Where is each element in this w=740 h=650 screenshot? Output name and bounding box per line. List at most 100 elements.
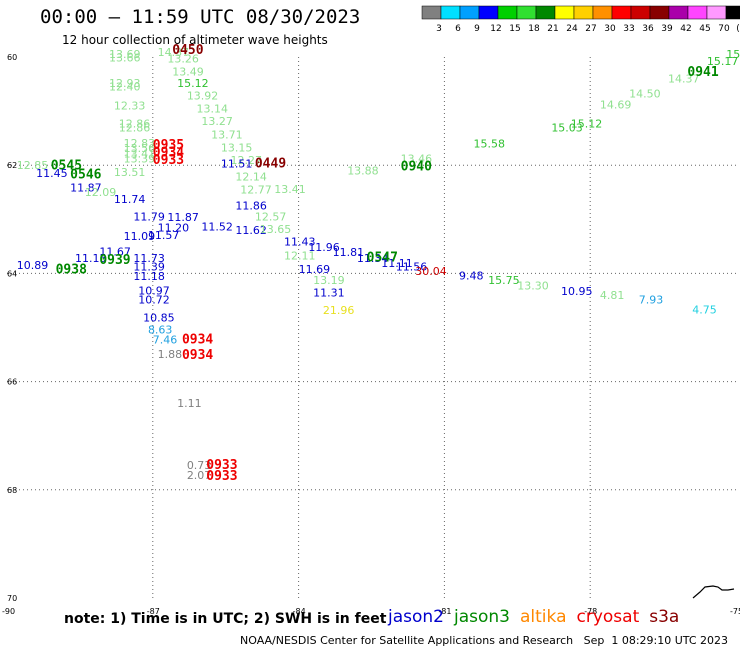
swh-value: 12.11 bbox=[284, 249, 316, 262]
scale-label: 30 bbox=[604, 24, 616, 34]
swh-value: 14.50 bbox=[629, 88, 661, 101]
swh-value: 14.37 bbox=[158, 46, 190, 59]
scale-label: 33 bbox=[623, 24, 634, 34]
pass-time: 0934 bbox=[153, 146, 184, 161]
swh-value: 12.86 bbox=[119, 117, 151, 130]
swh-value: 11.81 bbox=[333, 246, 365, 259]
swh-value: 13.69 bbox=[109, 48, 141, 61]
swh-value: 11.96 bbox=[308, 241, 340, 254]
scale-label: 27 bbox=[585, 24, 596, 34]
scale-label: 21 bbox=[547, 24, 558, 34]
scale-swatch bbox=[554, 5, 575, 20]
swh-value: 10.89 bbox=[17, 259, 49, 272]
swh-value: 2.07 bbox=[187, 469, 212, 482]
pass-time: 0933 bbox=[206, 469, 237, 484]
swh-value: 13.49 bbox=[172, 65, 204, 78]
swh-value: 15.58 bbox=[474, 137, 506, 150]
scale-label: 9 bbox=[474, 24, 480, 34]
longitude-label: -84 bbox=[293, 607, 306, 616]
swh-value: 13.51 bbox=[114, 166, 146, 179]
scale-label: 36 bbox=[642, 24, 654, 34]
swh-value: 13.26 bbox=[167, 52, 199, 65]
swh-value: 30.04 bbox=[415, 265, 447, 278]
pass-time: 0941 bbox=[687, 65, 718, 80]
swh-value: 1.88 bbox=[158, 348, 183, 361]
swh-value: 11.09 bbox=[124, 230, 156, 243]
swh-value: 13.71 bbox=[211, 129, 243, 142]
swh-value: 12.93 bbox=[109, 77, 141, 90]
scale-swatch bbox=[573, 5, 594, 20]
swh-value: 13.27 bbox=[201, 115, 233, 128]
swh-value: 12.77 bbox=[240, 183, 272, 196]
credit-line: NOAA/NESDIS Center for Satellite Applica… bbox=[240, 634, 729, 647]
swh-value: 11.62 bbox=[235, 224, 266, 237]
pass-time: 0940 bbox=[401, 160, 432, 175]
swh-value: 14.69 bbox=[600, 98, 632, 111]
longitude-label: -75 bbox=[730, 607, 740, 616]
latitude-label: 68 bbox=[7, 486, 17, 495]
swh-value: 7.93 bbox=[639, 294, 664, 307]
swh-value: 13.66 bbox=[109, 51, 141, 64]
swh-value: 12.14 bbox=[235, 170, 266, 183]
swh-value: 12.85 bbox=[17, 159, 49, 172]
swh-value: 10.85 bbox=[143, 312, 175, 325]
scale-swatch bbox=[535, 5, 556, 20]
map-title: 00:00 – 11:59 UTC 08/30/2023 bbox=[40, 6, 361, 28]
swh-value: 13.41 bbox=[274, 183, 306, 196]
scale-swatch bbox=[459, 5, 480, 20]
swh-value: 11.15 bbox=[75, 252, 107, 265]
longitude-label: -87 bbox=[147, 607, 160, 616]
swh-value: 13.41 bbox=[124, 148, 156, 161]
swh-value: 4.75 bbox=[692, 303, 717, 316]
swh-value: 11.52 bbox=[201, 221, 233, 234]
swh-value: 15.75 bbox=[488, 274, 520, 287]
scale-swatch bbox=[421, 5, 442, 20]
swh-value: 11.20 bbox=[158, 222, 190, 235]
pass-time: 0934 bbox=[182, 348, 213, 363]
latitude-label: 60 bbox=[7, 53, 17, 62]
swh-value: 11.67 bbox=[99, 246, 131, 259]
scale-swatch bbox=[668, 5, 689, 20]
swh-value: 11.39 bbox=[133, 261, 165, 274]
swh-value: 12.33 bbox=[114, 99, 146, 112]
scale-swatch bbox=[687, 5, 708, 20]
scale-label: 12 bbox=[490, 24, 501, 34]
pass-time: 0546 bbox=[70, 168, 101, 183]
scale-label: 42 bbox=[680, 24, 691, 34]
longitude-label: -81 bbox=[438, 607, 451, 616]
lat-lon-grid: -90 -87 -84 -81 -78 -75 60 62 64 66 68 70 bbox=[2, 53, 740, 616]
swh-value: 11.86 bbox=[235, 200, 266, 213]
swh-value: 11.18 bbox=[133, 270, 165, 283]
swh-value: 15.07 bbox=[726, 48, 740, 61]
scale-label: 45 bbox=[699, 24, 710, 34]
scale-swatch bbox=[706, 5, 727, 20]
satellite-legend-altika: altika bbox=[520, 607, 567, 627]
satellite-legend: jason2 jason3 altika cryosat s3a bbox=[388, 607, 689, 627]
scale-swatch bbox=[497, 5, 518, 20]
pass-time: 0938 bbox=[56, 262, 87, 277]
swh-value: 11.11 bbox=[381, 257, 413, 270]
swh-value: 11.51 bbox=[221, 157, 253, 170]
scale-label: 15 bbox=[509, 24, 520, 34]
scale-swatch bbox=[440, 5, 461, 20]
satellite-legend-jason3: jason3 bbox=[454, 607, 510, 627]
swh-value: 11.34 bbox=[357, 252, 389, 265]
longitude-label: -78 bbox=[584, 607, 597, 616]
swh-value: 9.48 bbox=[459, 269, 484, 282]
swh-value: 15.17 bbox=[707, 55, 739, 68]
pass-time: 0449 bbox=[255, 156, 286, 171]
pass-time: 0933 bbox=[153, 153, 184, 168]
scale-swatch bbox=[649, 5, 670, 20]
map-subtitle: 12 hour collection of altimeter wave hei… bbox=[62, 33, 328, 47]
swh-value: 21.96 bbox=[323, 304, 355, 317]
swh-value: 7.46 bbox=[153, 334, 178, 347]
swh-value: 12.40 bbox=[109, 81, 141, 94]
swh-value: 10.95 bbox=[561, 285, 593, 298]
swh-value: 13.39 bbox=[124, 152, 156, 165]
scale-swatch bbox=[725, 5, 740, 20]
swh-value: 8.63 bbox=[148, 323, 173, 336]
scale-label: 39 bbox=[661, 24, 673, 34]
swh-value: 11.73 bbox=[133, 252, 165, 265]
